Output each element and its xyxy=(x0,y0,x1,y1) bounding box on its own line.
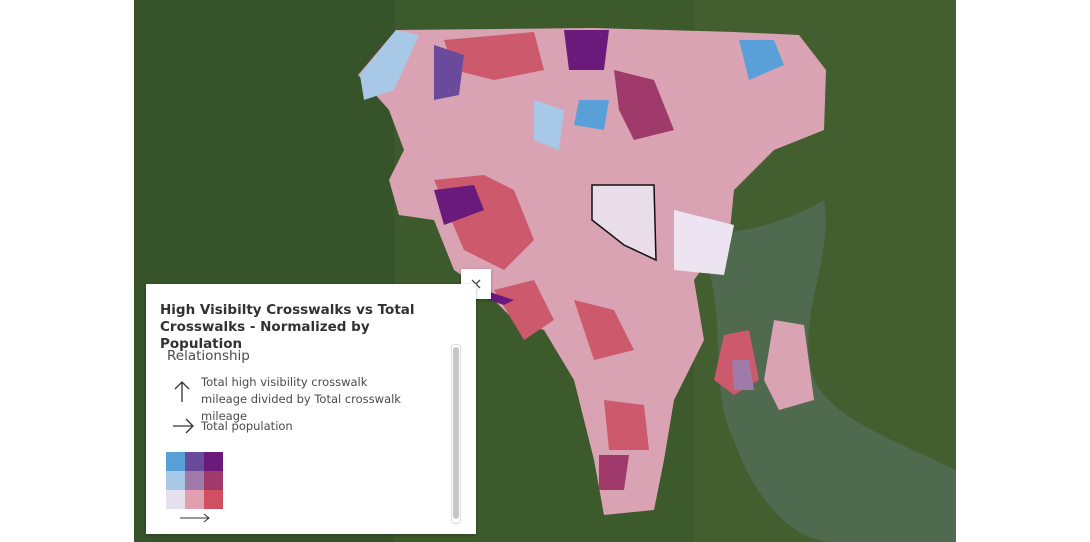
region xyxy=(444,32,544,80)
scrollbar-thumb[interactable] xyxy=(453,347,459,519)
region xyxy=(564,30,609,70)
y-axis-label: Total high visibility crosswalk mileage … xyxy=(201,375,401,423)
city-boundary xyxy=(591,184,657,262)
up-arrow xyxy=(174,381,190,402)
region xyxy=(494,280,554,340)
water xyxy=(694,200,956,542)
legend-title: High Visibilty Crosswalks vs Total Cross… xyxy=(160,302,415,352)
region xyxy=(674,210,734,275)
x-axis-label: Total population xyxy=(201,419,293,433)
right-arrow xyxy=(173,418,194,434)
bivariate-swatch xyxy=(166,452,223,523)
region xyxy=(434,45,464,100)
region xyxy=(360,30,419,100)
legend-section: Relationship xyxy=(167,348,250,364)
region xyxy=(764,320,814,410)
region xyxy=(614,70,674,140)
region xyxy=(484,290,514,305)
region xyxy=(574,300,634,360)
region xyxy=(358,28,826,515)
map[interactable] xyxy=(134,0,956,542)
region xyxy=(534,100,564,150)
region xyxy=(434,185,484,225)
region xyxy=(599,455,629,490)
legend-panel: High Visibilty Crosswalks vs Total Cross… xyxy=(146,284,476,534)
scrollbar[interactable] xyxy=(451,344,461,524)
region xyxy=(739,40,784,80)
region xyxy=(604,400,649,450)
region xyxy=(574,100,609,130)
region xyxy=(732,360,754,390)
